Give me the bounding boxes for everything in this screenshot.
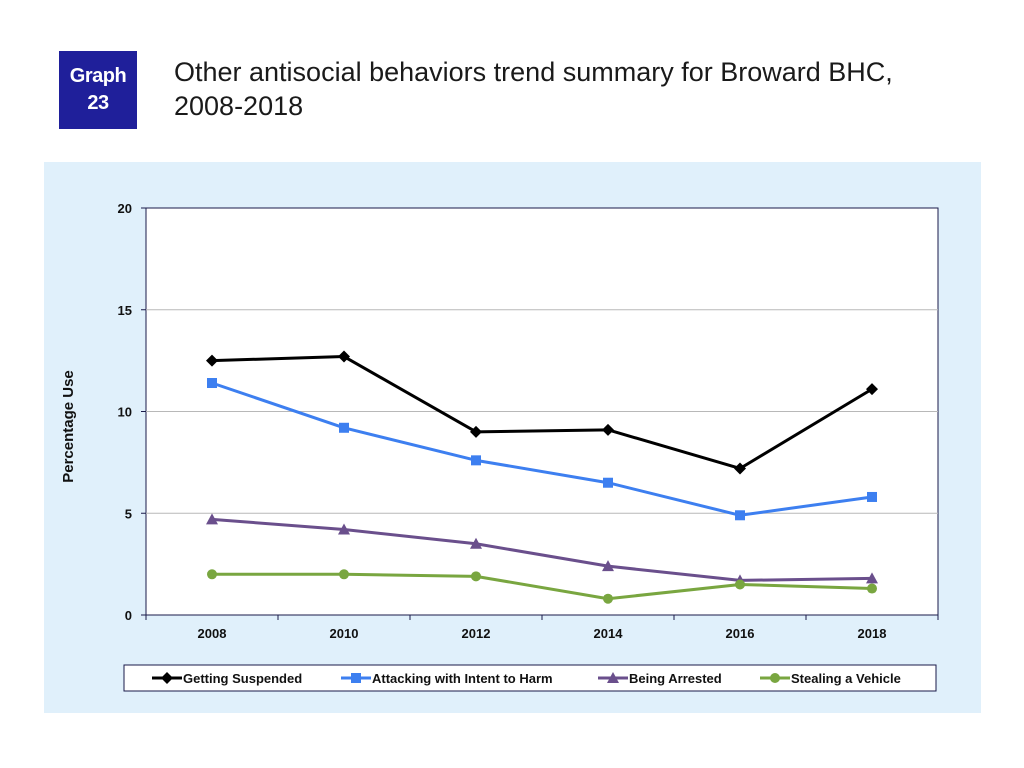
data-point [470, 425, 482, 438]
data-point [866, 572, 878, 584]
data-point [471, 571, 481, 582]
series-line-1 [211, 355, 873, 470]
data-point [338, 523, 350, 535]
series-line-3 [211, 517, 873, 582]
series-line-2 [211, 381, 873, 517]
badge-label: Graph [69, 65, 127, 87]
data-point [867, 491, 877, 502]
legend-label: Attacking with Intent to Harm [372, 671, 553, 686]
series-line-4 [212, 572, 873, 601]
data-point [206, 354, 218, 367]
data-point [206, 513, 218, 525]
data-point [867, 583, 877, 594]
data-point [735, 510, 745, 521]
data-point [603, 477, 613, 488]
y-tick-label: 10 [118, 405, 132, 420]
legend-marker [351, 673, 361, 683]
data-point [470, 537, 482, 549]
data-point [339, 569, 349, 580]
data-point [602, 423, 614, 436]
x-tick-label: 2008 [198, 626, 227, 641]
data-point [735, 579, 745, 590]
y-axis-label: Percentage Use [60, 370, 77, 483]
y-tick-label: 15 [118, 303, 132, 318]
data-point [734, 462, 746, 475]
x-tick-label: 2014 [594, 626, 624, 641]
data-point [207, 378, 217, 389]
legend-label: Getting Suspended [183, 671, 302, 686]
legend-label: Stealing a Vehicle [791, 671, 901, 686]
data-point [603, 593, 613, 604]
data-point [338, 350, 350, 363]
page-title: Other antisocial behaviors trend summary… [174, 55, 974, 123]
data-point [602, 560, 614, 572]
badge-number: 23 [87, 92, 109, 114]
legend-marker [607, 672, 619, 683]
data-point [207, 569, 217, 580]
legend-marker [161, 672, 173, 684]
x-tick-label: 2012 [462, 626, 491, 641]
title-line-2: 2008-2018 [174, 91, 304, 121]
x-tick-label: 2018 [858, 626, 887, 641]
data-point [339, 422, 349, 433]
x-tick-label: 2016 [726, 626, 755, 641]
graph-badge: Graph 23 [59, 51, 137, 129]
y-tick-label: 20 [118, 201, 132, 216]
y-tick-label: 5 [125, 506, 132, 521]
data-point [471, 455, 481, 466]
x-tick-label: 2010 [330, 626, 359, 641]
data-point [866, 383, 878, 396]
legend-label: Being Arrested [629, 671, 722, 686]
legend-marker [770, 673, 780, 683]
y-tick-label: 0 [125, 608, 132, 623]
legend-box [123, 664, 937, 692]
title-line-1: Other antisocial behaviors trend summary… [174, 57, 893, 87]
